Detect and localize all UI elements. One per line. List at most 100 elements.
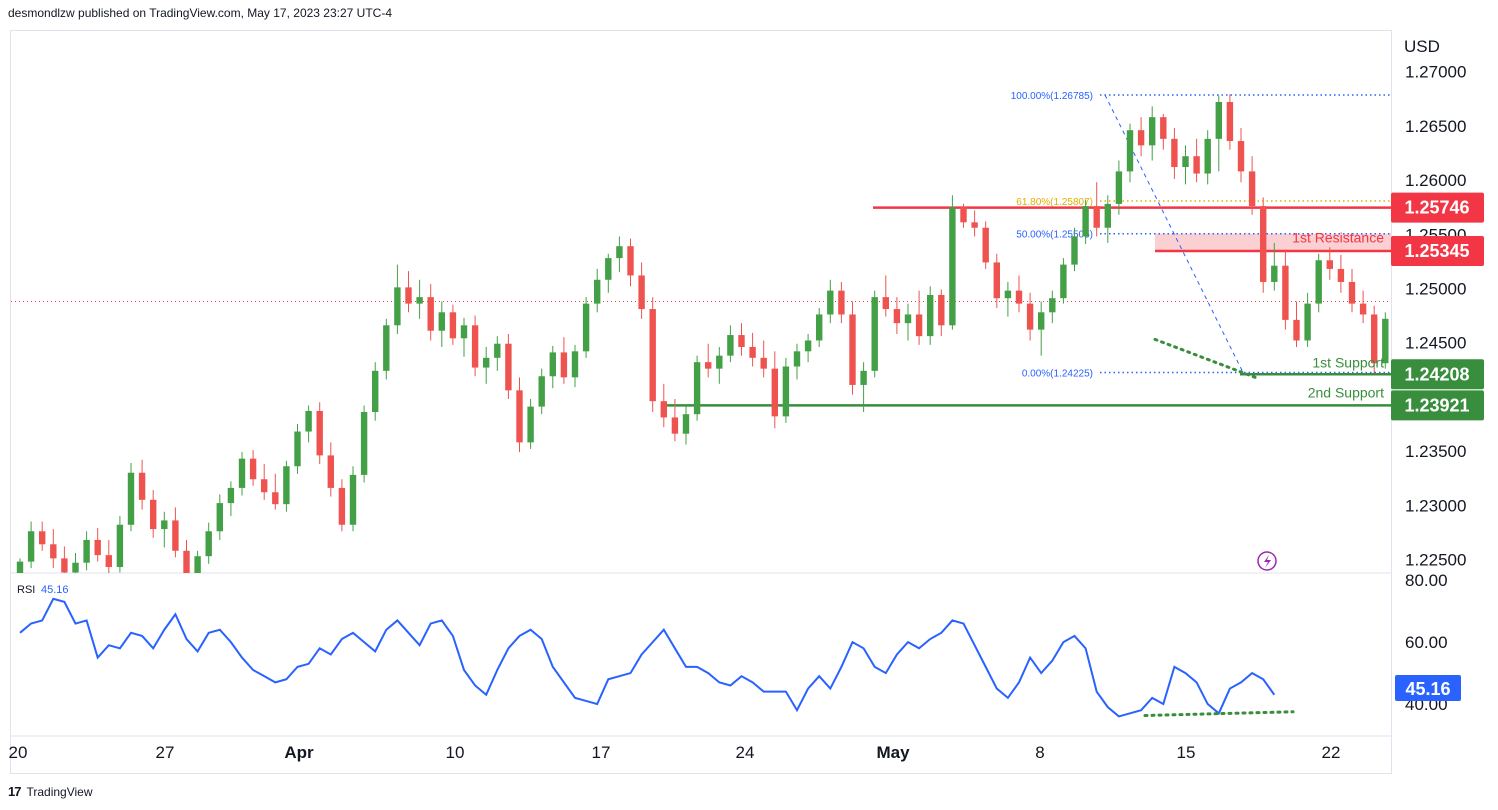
candle-body — [105, 555, 112, 568]
resistance-1-badge — [1391, 192, 1484, 223]
candle-body — [416, 297, 423, 304]
time-tick-label: 17 — [592, 743, 611, 762]
candle-body — [249, 458, 257, 480]
candle-body — [460, 325, 468, 339]
time-tick-label: 8 — [1035, 743, 1044, 762]
support-1-badge — [1391, 359, 1484, 390]
candle-body — [127, 472, 135, 525]
candle-body — [438, 312, 445, 331]
candle-body — [1193, 156, 1200, 174]
candle-body — [338, 487, 346, 525]
candle-body — [283, 466, 290, 505]
candle-body — [1182, 156, 1189, 168]
candle-body — [560, 352, 568, 378]
candle-body — [616, 246, 623, 259]
candle-body — [1171, 138, 1178, 168]
candle-body — [50, 544, 57, 559]
candle-body — [1082, 206, 1089, 237]
candle-body — [1060, 264, 1067, 299]
candle-body — [483, 357, 490, 368]
price-tick-label: 1.24500 — [1405, 334, 1466, 353]
candle-body — [261, 479, 268, 493]
time-tick-label: May — [876, 743, 910, 762]
candle-body — [1304, 303, 1311, 341]
candle-body — [660, 401, 667, 418]
candle-body — [716, 355, 723, 369]
price-tick-label: 1.27000 — [1405, 63, 1466, 82]
candle-body — [1071, 236, 1078, 265]
candle-body — [571, 351, 579, 378]
candle-body — [927, 294, 934, 337]
candle-body — [1337, 268, 1345, 282]
candle-body — [949, 207, 956, 326]
time-tick-label: 24 — [736, 743, 755, 762]
candle-body — [405, 287, 412, 304]
candle-body — [394, 287, 401, 326]
candle-body — [871, 297, 878, 371]
price-tick-label: 1.22500 — [1405, 550, 1466, 569]
candle-body — [216, 503, 223, 532]
candle-body — [915, 314, 923, 337]
candle-body — [172, 520, 179, 551]
price-divergence-line — [1153, 337, 1260, 380]
candle-body — [1271, 265, 1278, 282]
publish-header: desmondlzw published on TradingView.com,… — [8, 6, 392, 20]
support-1-value: 1.24208 — [1404, 364, 1469, 384]
candle-body — [671, 417, 679, 434]
fib-label: 50.00%(1.25505) — [1016, 230, 1093, 241]
candle-body — [893, 309, 901, 324]
resistance-zone-badge — [1391, 236, 1484, 267]
rsi-line — [19, 597, 1276, 718]
fib-label: 100.00%(1.26785) — [1011, 91, 1093, 102]
candle-body — [1126, 130, 1134, 172]
candle-body — [505, 343, 512, 391]
time-tick-label: Apr — [284, 743, 314, 762]
first-support-label: 1st Support — [1312, 354, 1384, 370]
candle-body — [305, 410, 312, 432]
time-tick-label: 15 — [1177, 743, 1196, 762]
candle-body — [682, 414, 690, 434]
candle-body — [316, 410, 323, 456]
candle-body — [1093, 206, 1100, 228]
candle-body — [804, 340, 812, 352]
price-tick-label: 1.23000 — [1405, 496, 1466, 515]
candle-body — [1115, 171, 1123, 204]
candle-body — [627, 246, 634, 276]
rsi-label: RSI — [17, 584, 35, 596]
resistance-1-value: 1.25746 — [1404, 198, 1469, 218]
candle-body — [372, 370, 379, 413]
candle-body — [39, 531, 46, 545]
candle-body — [1415, 301, 1421, 303]
candle-body — [904, 314, 912, 324]
candle-body — [183, 550, 190, 573]
candle-body — [383, 325, 390, 371]
candle-body — [516, 390, 523, 443]
rsi-pane — [19, 597, 1295, 718]
candle-body — [1260, 206, 1267, 282]
candle-body — [150, 499, 157, 530]
candle-body — [1371, 314, 1378, 364]
first-resistance-label: 1st Resistance — [1292, 230, 1384, 246]
candle-body — [94, 539, 101, 556]
candle-body — [1382, 318, 1389, 364]
candle-body — [1393, 291, 1399, 319]
resistance-zone-shade — [1155, 233, 1391, 252]
candle-body — [494, 343, 501, 358]
time-tick-label: 27 — [156, 743, 175, 762]
candle-body — [238, 458, 246, 488]
candle-body — [649, 309, 656, 402]
candle-body — [1038, 312, 1045, 330]
candle-body — [605, 258, 612, 280]
candle-body — [860, 370, 867, 385]
candle-body — [83, 539, 90, 563]
candle-body — [693, 362, 701, 415]
price-tick-label: 1.25000 — [1405, 279, 1466, 298]
candle-body — [1348, 281, 1356, 304]
rsi-tick-label: 60.00 — [1405, 633, 1448, 652]
candle-body — [549, 352, 556, 377]
candle-body — [1282, 265, 1289, 320]
price-tick-label: 1.26000 — [1405, 171, 1466, 190]
candle-body — [1160, 117, 1167, 139]
candle-body — [1293, 319, 1300, 341]
